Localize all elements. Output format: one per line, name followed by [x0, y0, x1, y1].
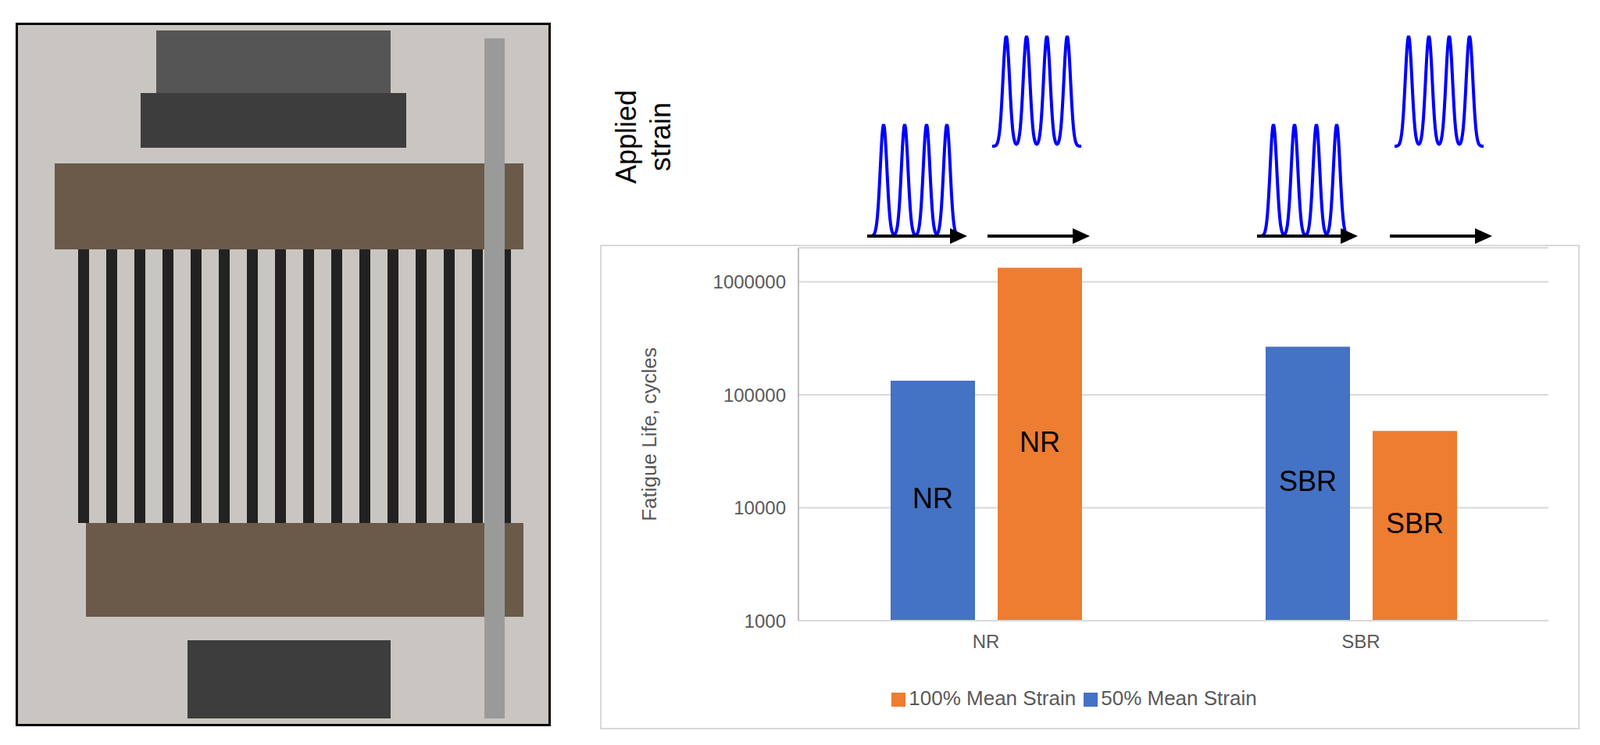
- svg-text:1000000: 1000000: [713, 271, 786, 293]
- svg-text:NR: NR: [912, 482, 954, 515]
- svg-text:Fatigue Life, cycles: Fatigue Life, cycles: [637, 346, 661, 522]
- svg-text:SBR: SBR: [1385, 507, 1444, 540]
- svg-text:1000: 1000: [744, 610, 786, 632]
- svg-text:100000: 100000: [723, 384, 786, 406]
- html-text:50% Mean Strain: 50% Mean Strain: [1100, 685, 1257, 710]
- svg-text:SBR: SBR: [1278, 464, 1337, 497]
- svg-text:NR: NR: [1019, 425, 1061, 458]
- svg-text:strain: strain: [644, 102, 677, 172]
- svg-text:Applied: Applied: [610, 89, 643, 184]
- svg-text:10000: 10000: [733, 496, 786, 518]
- svg-text:NR: NR: [972, 630, 1000, 652]
- svg-text:SBR: SBR: [1341, 630, 1380, 652]
- html-text:100% Mean Strain: 100% Mean Strain: [908, 685, 1076, 710]
